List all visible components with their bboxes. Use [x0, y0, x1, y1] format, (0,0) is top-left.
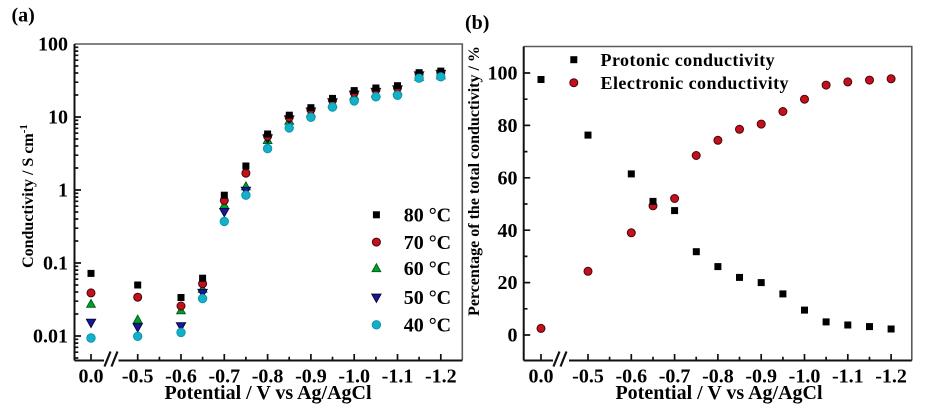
- svg-text:-1.0: -1.0: [789, 366, 821, 388]
- svg-text:0.1: 0.1: [43, 253, 68, 275]
- svg-text:10: 10: [48, 107, 68, 129]
- svg-text:70 °C: 70 °C: [404, 232, 451, 254]
- svg-text:1: 1: [58, 180, 68, 202]
- svg-text:50 °C: 50 °C: [404, 287, 451, 309]
- svg-text:20: 20: [498, 272, 518, 294]
- svg-text:0: 0: [508, 325, 518, 347]
- svg-text:-0.6: -0.6: [165, 366, 197, 388]
- svg-text:(a): (a): [12, 5, 35, 27]
- svg-text:0.0: 0.0: [79, 366, 104, 388]
- svg-text:(b): (b): [465, 12, 489, 34]
- svg-text:0.0: 0.0: [529, 366, 554, 388]
- svg-text:Potential / V vs Ag/AgCl: Potential / V vs Ag/AgCl: [615, 382, 822, 404]
- svg-text:-1.1: -1.1: [832, 366, 864, 388]
- svg-text:-0.9: -0.9: [745, 366, 777, 388]
- svg-text:40 °C: 40 °C: [404, 315, 451, 337]
- svg-text:Potential / V vs Ag/AgCl: Potential / V vs Ag/AgCl: [164, 382, 371, 404]
- svg-text:Percentage of the total conduc: Percentage of the total conductivity / %: [466, 46, 483, 316]
- svg-text:-0.9: -0.9: [295, 366, 327, 388]
- svg-text:-1.1: -1.1: [382, 366, 414, 388]
- svg-text:60: 60: [498, 167, 518, 189]
- svg-text:-0.8: -0.8: [252, 366, 284, 388]
- svg-text:-0.5: -0.5: [122, 366, 154, 388]
- svg-text:-0.5: -0.5: [572, 366, 604, 388]
- svg-text:-0.8: -0.8: [702, 366, 734, 388]
- svg-text:100: 100: [488, 63, 518, 85]
- svg-text:-0.6: -0.6: [615, 366, 647, 388]
- svg-text:80 °C: 80 °C: [404, 205, 451, 227]
- svg-text:40: 40: [498, 220, 518, 242]
- svg-text:Conductivity / S cm-1: Conductivity / S cm-1: [18, 124, 37, 268]
- svg-text:60 °C: 60 °C: [404, 258, 451, 280]
- svg-text:-0.7: -0.7: [659, 366, 691, 388]
- svg-text:-1.0: -1.0: [338, 366, 370, 388]
- svg-text:Electronic conductivity: Electronic conductivity: [601, 73, 790, 93]
- svg-text:80: 80: [498, 115, 518, 137]
- svg-text:-0.7: -0.7: [208, 366, 240, 388]
- svg-text:0.01: 0.01: [33, 326, 68, 348]
- svg-text:Protonic conductivity: Protonic conductivity: [601, 50, 776, 70]
- svg-text:-1.2: -1.2: [875, 366, 907, 388]
- svg-text:-1.2: -1.2: [425, 366, 457, 388]
- svg-text:100: 100: [38, 34, 68, 56]
